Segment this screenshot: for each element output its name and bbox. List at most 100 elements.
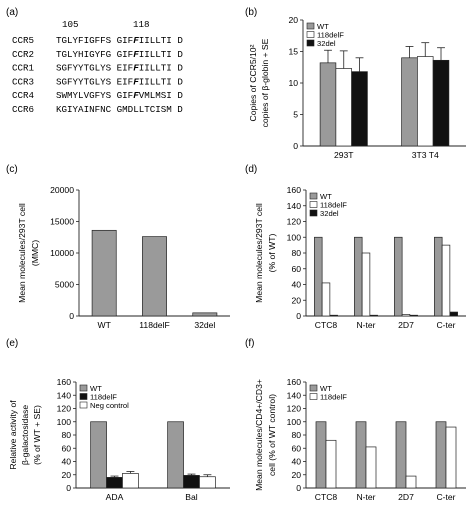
x-tick-label: CTC8 (315, 320, 338, 330)
x-tick-label: 2D7 (398, 320, 414, 330)
bar (192, 312, 218, 317)
legend-swatch (306, 22, 315, 30)
bar (199, 476, 216, 489)
y-tick-label: 80 (61, 430, 71, 440)
y-tick-label: 120 (287, 217, 302, 227)
y-tick-label: 160 (57, 377, 72, 387)
bar (369, 314, 378, 317)
x-tick-label: C-ter (436, 320, 455, 330)
legend-label: 32del (317, 39, 336, 48)
legend-swatch (309, 393, 318, 400)
y-tick-label: 20 (291, 470, 301, 480)
legend-swatch (79, 401, 88, 409)
y-axis-label: Mean molecules/293T cell (254, 203, 264, 303)
legend-label: 118delF (320, 393, 347, 402)
legend-swatch (306, 39, 315, 47)
legend-label: WT (317, 22, 329, 31)
bar (445, 426, 457, 489)
x-tick-label: ADA (106, 492, 124, 502)
chart-panel-e: 0 20 40 60 80 100 120 140 160 Relative activity o… (8, 377, 230, 502)
x-tick-label: N-ter (356, 320, 375, 330)
y-tick-label: 0 (293, 141, 298, 151)
y-tick-label: 100 (57, 417, 72, 427)
y-tick-label: 100 (287, 232, 302, 242)
y-tick-label: 40 (291, 457, 301, 467)
y-tick-label: 20 (291, 295, 301, 305)
y-tick-label: 0 (296, 483, 301, 493)
bar (319, 62, 337, 147)
bar (335, 68, 352, 147)
y-tick-label: 0 (69, 311, 74, 321)
y-tick-label: 140 (287, 390, 302, 400)
y-tick-label: 120 (57, 404, 72, 414)
y-tick-label: 20 (288, 15, 298, 25)
bar (315, 421, 327, 489)
bar (394, 236, 403, 317)
alignment-row-name: CCR4 (12, 90, 35, 101)
legend-label: WT (320, 384, 332, 393)
bar (417, 56, 434, 147)
bar (355, 421, 367, 489)
panel-label-b: (b) (245, 7, 257, 18)
y-axis-label: cell (% of WT control) (267, 394, 277, 476)
y-tick-label: 140 (287, 201, 302, 211)
chart-panel-b: 0 5 10 15 20 Copies of CCR5/10² copies of β-gl… (248, 15, 466, 160)
legend-swatch (309, 384, 318, 392)
bar (405, 475, 417, 489)
legend-swatch (309, 209, 318, 217)
bar (351, 71, 368, 147)
y-tick-label: 5 (293, 110, 298, 120)
y-tick-label: 20000 (50, 185, 74, 195)
y-axis-label: β-galactosidase (20, 405, 30, 466)
bar (432, 59, 450, 147)
y-tick-label: 10 (288, 78, 298, 88)
bar (106, 477, 123, 489)
bar (90, 421, 107, 489)
y-axis-label: (% of WT) (267, 234, 277, 273)
bar (325, 439, 337, 489)
bar (409, 314, 418, 317)
legend-label: 118delF (317, 31, 344, 40)
alignment-row-sequence: KGIYAINFNC GMDLLTCISM D (56, 104, 183, 115)
alignment-row-sequence: SGFYYTGLYS EIFFIILLTI D (56, 63, 183, 74)
y-axis-label: Relative activity of (8, 400, 18, 470)
panel-label-f: (f) (245, 338, 254, 349)
x-tick-label: 3T3 T4 (412, 150, 439, 160)
legend-label: Neg control (90, 401, 129, 410)
y-axis-label: Copies of CCR5/10² (248, 44, 258, 121)
x-tick-label: 293T (334, 150, 354, 160)
y-tick-label: 15 (288, 47, 298, 57)
bar (142, 236, 167, 317)
sequence-alignment: 105 118 CCR5 TGLYFIGFFS GIFFIILLTI D CCR2 T… (12, 19, 183, 115)
x-tick-label: WT (97, 320, 111, 330)
alignment-row-sequence: TGLYFIGFFS GIFFIILLTI D (56, 35, 183, 46)
legend-swatch (309, 192, 318, 200)
bar (435, 421, 447, 489)
y-tick-label: 5000 (55, 280, 74, 290)
bar (329, 314, 338, 317)
bar (122, 473, 139, 489)
alignment-row-sequence: TGLYHIGYFG GIFFIILLTI D (56, 49, 183, 60)
y-tick-label: 120 (287, 404, 302, 414)
legend-swatch (79, 393, 88, 400)
alignment-row-name: CCR2 (12, 49, 34, 60)
bar (91, 229, 117, 317)
y-tick-label: 0 (66, 483, 71, 493)
y-tick-label: 60 (291, 264, 301, 274)
bar (167, 421, 184, 489)
bar (365, 446, 377, 489)
legend-label: WT (320, 192, 332, 201)
legend-swatch (309, 201, 318, 208)
y-axis-label: Mean molecules/293T cell (17, 203, 27, 303)
legend-swatch (79, 384, 88, 392)
y-tick-label: 80 (291, 430, 301, 440)
y-tick-label: 160 (287, 185, 302, 195)
bar (314, 236, 323, 317)
x-tick-label: CTC8 (315, 492, 338, 502)
legend-label: 118delF (320, 201, 347, 210)
alignment-row-sequence: SGFYYTGLYS EIFFIILLTI D (56, 76, 183, 87)
x-tick-label: 118delF (139, 320, 169, 330)
y-axis-label: copies of β-globin + SE (260, 38, 270, 127)
bar (395, 421, 407, 489)
